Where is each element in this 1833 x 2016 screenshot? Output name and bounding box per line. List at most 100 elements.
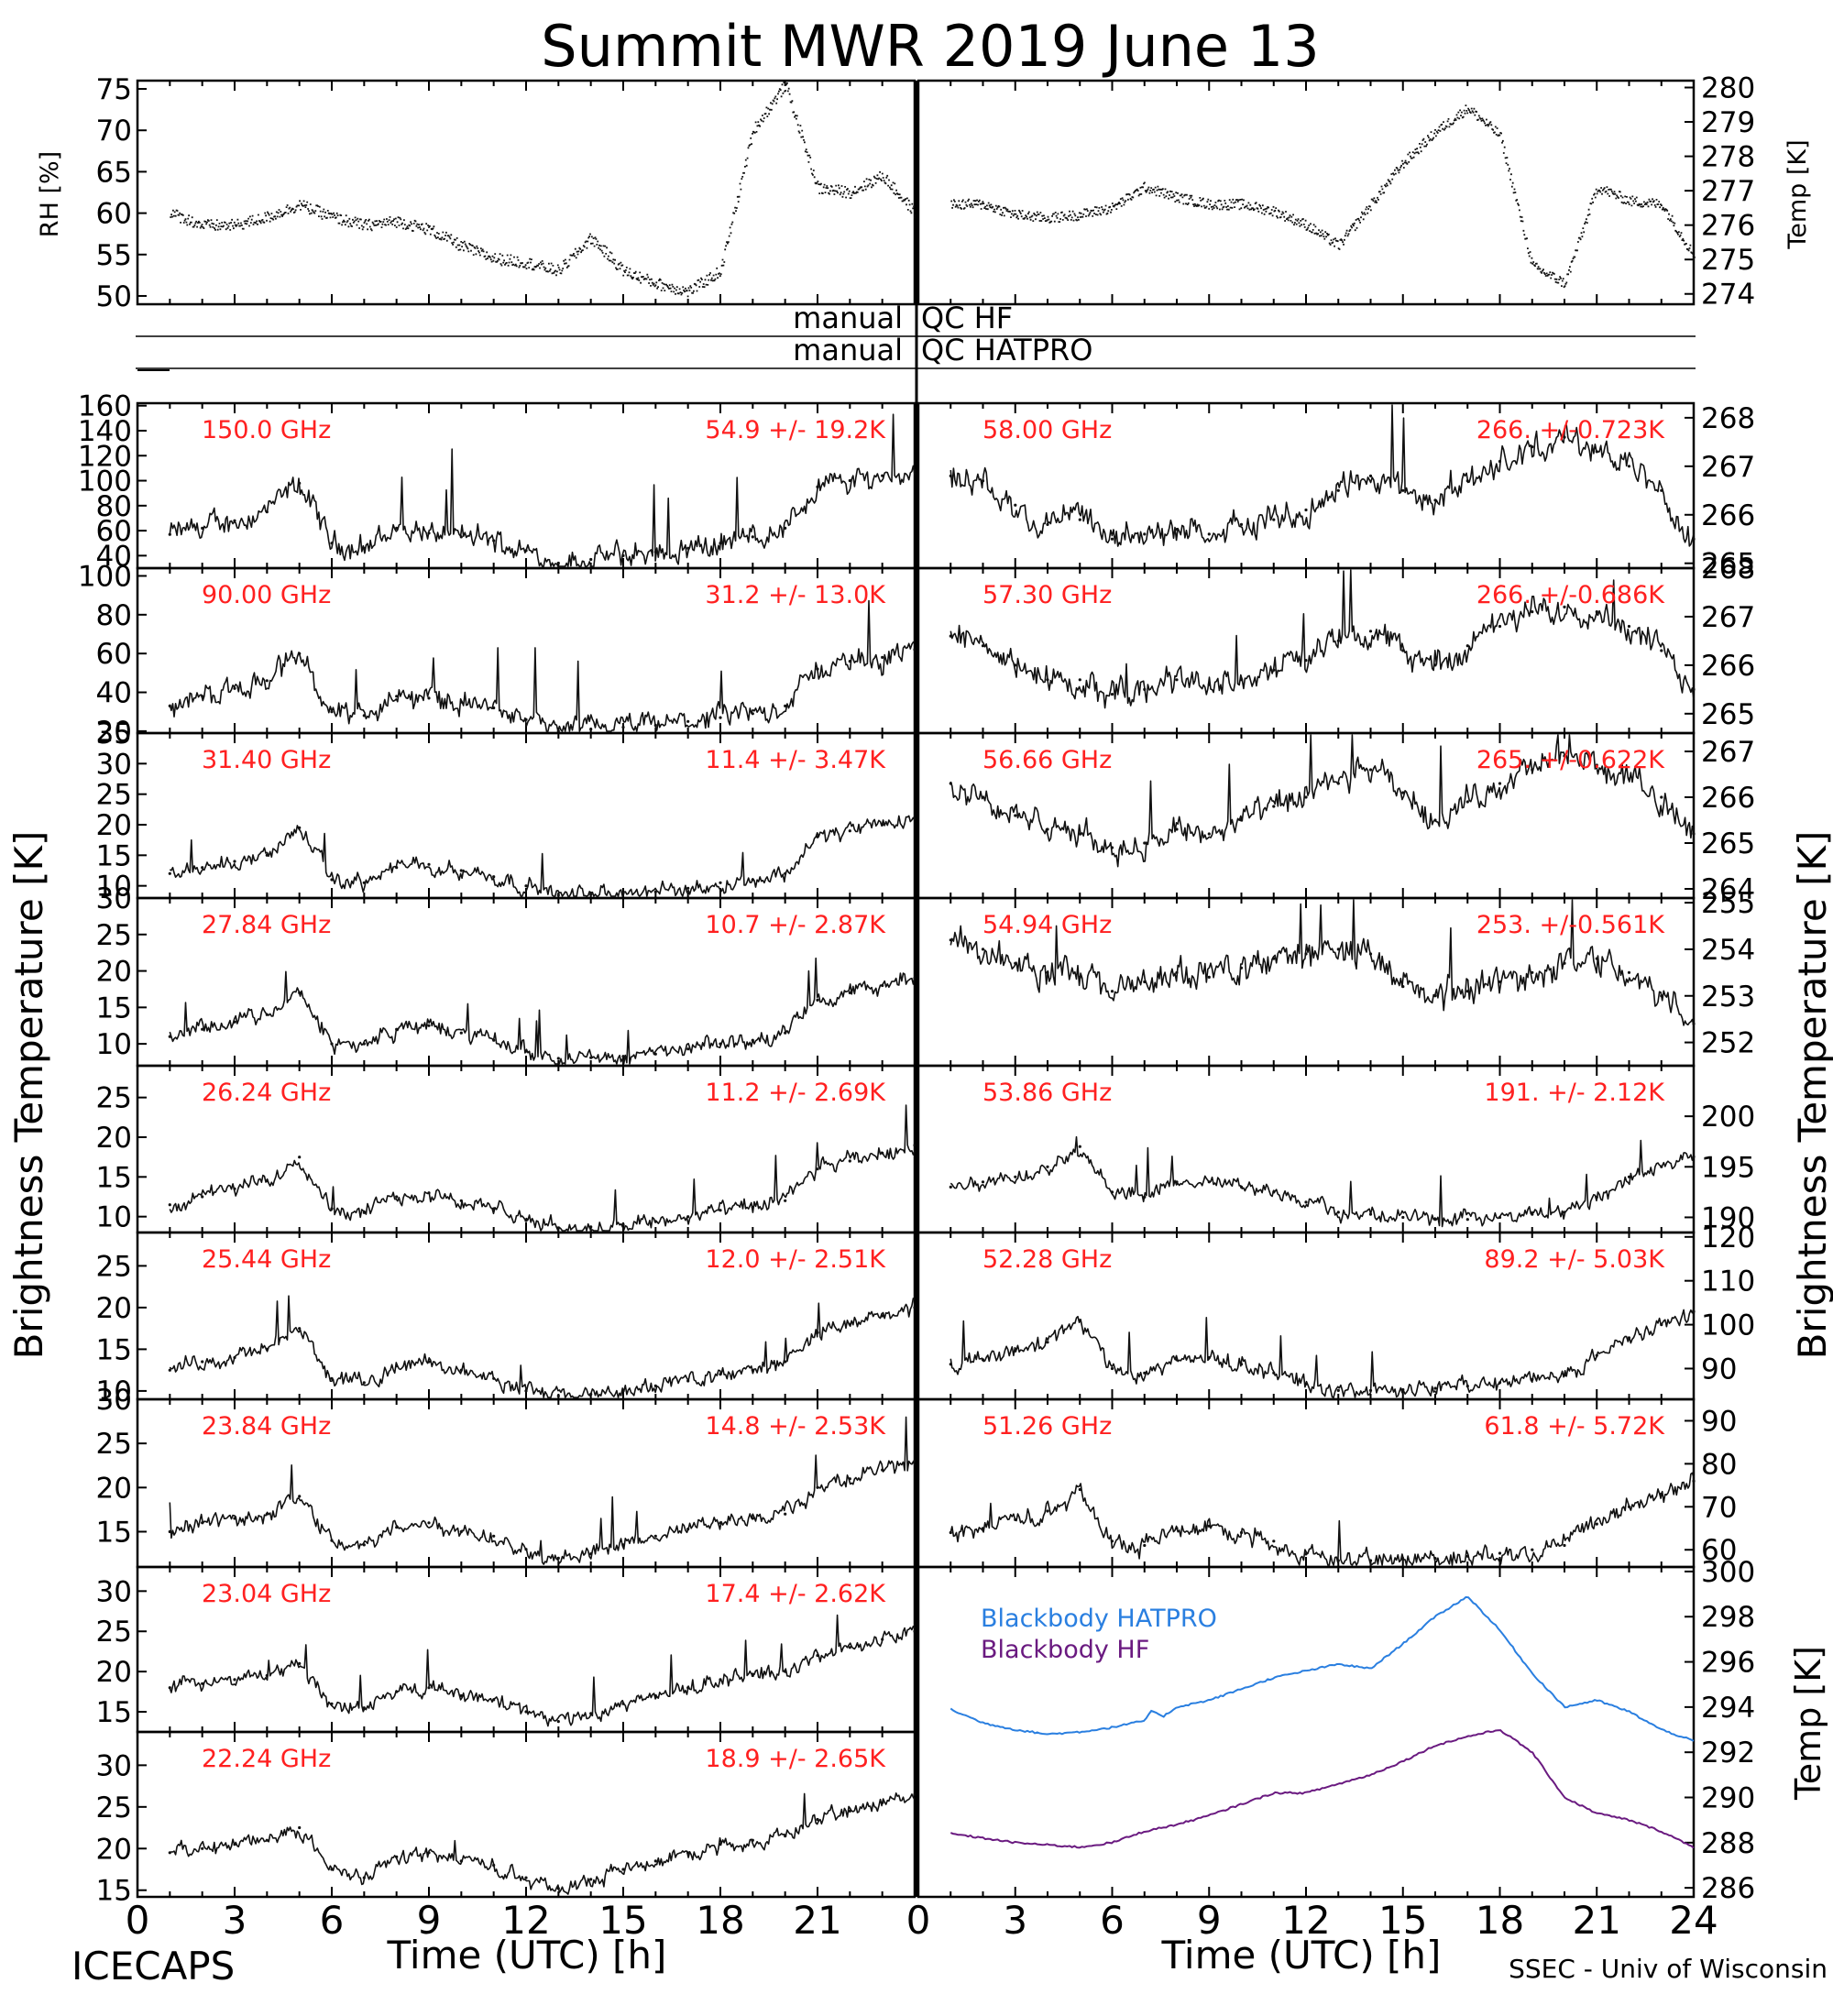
left-panel-7-point xyxy=(168,1686,171,1690)
right-panel-5-point xyxy=(1175,1358,1179,1362)
left-panel-5-point xyxy=(168,1368,171,1372)
18-ytick-label: 296 xyxy=(1701,1647,1755,1680)
right-panel-1-point xyxy=(1143,687,1147,692)
legend-hatpro: Blackbody HATPRO xyxy=(981,1605,1217,1633)
left-panel-1-stats-label: 31.2 +/- 13.0K xyxy=(705,581,886,609)
9-ytick-label: 15 xyxy=(96,1696,132,1729)
4-ytick-label: 15 xyxy=(96,839,132,872)
left-panel-6-point xyxy=(848,1477,851,1481)
blackbody-series-0 xyxy=(949,1595,1695,1742)
17-ytick-label: 90 xyxy=(1701,1405,1737,1438)
left-panel-6-point xyxy=(233,1517,236,1520)
right-panel-1-point xyxy=(1627,624,1631,629)
right-panel-0-point xyxy=(1368,474,1373,478)
footer-right-text: SSEC - Univ of Wisconsin xyxy=(1509,1954,1828,1984)
6-ytick-label: 15 xyxy=(96,1161,132,1194)
left-panel-4-point xyxy=(653,1220,657,1223)
left-panel-5-point xyxy=(784,1360,787,1364)
right-panel-3-point xyxy=(1175,970,1179,974)
right-panel-2-point xyxy=(981,795,985,799)
x-tick-label-right: 21 xyxy=(1573,1898,1621,1943)
left-panel-4-point xyxy=(395,1195,399,1199)
left-panel-5-point xyxy=(330,1376,334,1380)
right-panel-4-stats-label: 191. +/- 2.12K xyxy=(1484,1079,1665,1107)
right-panel-2-point xyxy=(1336,782,1340,785)
18-ytick-label: 300 xyxy=(1701,1556,1755,1589)
right-panel-4-point xyxy=(1465,1218,1469,1222)
right-panel-0-point xyxy=(1595,450,1598,454)
right-panel-3-point xyxy=(1433,994,1437,998)
right-panel-0-point xyxy=(1531,445,1534,449)
right-panel-2-point xyxy=(1465,800,1469,804)
left-panel-6-point xyxy=(298,1495,302,1498)
x-tick-label-right: 3 xyxy=(1003,1898,1027,1943)
4-ytick-label: 20 xyxy=(96,809,132,842)
right-panel-2-point xyxy=(1304,795,1308,799)
6-ytick-label: 10 xyxy=(96,1201,132,1234)
x-tick-label-right: 18 xyxy=(1476,1898,1524,1943)
right-panel-4-point xyxy=(1014,1175,1017,1178)
left-panel-6-trace xyxy=(169,1416,916,1565)
left-panel-8-point xyxy=(589,1878,593,1881)
right-panel-1-point xyxy=(1110,693,1114,696)
left-panel-4-point xyxy=(524,1219,528,1222)
right-panel-3-stats-label: 253. +/-0.561K xyxy=(1476,911,1665,939)
13-ytick-label: 267 xyxy=(1701,736,1755,769)
3-ytick-label: 100 xyxy=(78,560,132,593)
left-panel-0-point xyxy=(201,526,204,531)
right-panel-2-stats-label: 265. +/-0.622K xyxy=(1476,746,1665,774)
right-panel-0-point xyxy=(1336,488,1340,492)
14-ytick-label: 252 xyxy=(1701,1027,1755,1060)
left-panel-6-point xyxy=(265,1512,269,1516)
left-panel-1-point xyxy=(621,726,625,729)
left-panel-4-point xyxy=(881,1151,884,1155)
left-panel-0-point xyxy=(751,535,754,539)
right-panel-3-point xyxy=(981,948,985,951)
right-panel-0-channel-label: 58.00 GHz xyxy=(982,416,1112,444)
1-ytick-label: 278 xyxy=(1701,141,1755,174)
left-panel-5-point xyxy=(233,1355,236,1360)
right-panel-2-point xyxy=(1660,795,1663,799)
left-panel-2-point xyxy=(719,881,722,884)
1-ytick-label: 275 xyxy=(1701,244,1755,277)
qc-hatpro-left-label: manual xyxy=(793,333,903,367)
left-panel-7-point xyxy=(653,1693,657,1698)
right-panel-6-trace xyxy=(949,1472,1695,1566)
left-panel-6-point xyxy=(395,1526,399,1529)
right-panel-1-point xyxy=(1595,610,1598,614)
left-panel-8-point xyxy=(653,1859,657,1863)
right-panel-5-point xyxy=(1239,1363,1244,1366)
right-panel-4-point xyxy=(1498,1215,1502,1220)
right-panel-3-point xyxy=(1660,994,1663,998)
left-panel-8-point xyxy=(459,1859,463,1863)
left-panel-7-point xyxy=(201,1682,204,1685)
left-panel-2-point xyxy=(784,871,787,875)
left-panel-1-channel-label: 90.00 GHz xyxy=(202,581,331,609)
right-panel-6-point xyxy=(1531,1548,1534,1551)
left-panel-1-point xyxy=(459,700,463,704)
right-panel-1-point xyxy=(1465,644,1469,648)
left-panel-4-point xyxy=(848,1159,851,1163)
8-ytick-label: 15 xyxy=(96,1516,132,1549)
left-panel-6-point xyxy=(784,1512,787,1516)
left-panel-7-point xyxy=(492,1698,496,1702)
0-ytick-label: 75 xyxy=(96,73,132,106)
right-panel-4-point xyxy=(1627,1175,1631,1178)
temp-dots xyxy=(950,104,1696,289)
right-panel-1-point xyxy=(1336,639,1340,643)
12-ytick-label: 265 xyxy=(1701,698,1755,731)
left-panel-5-point xyxy=(686,1379,690,1383)
x-tick-label-right: 9 xyxy=(1197,1898,1222,1943)
left-panel-2-channel-label: 31.40 GHz xyxy=(202,746,331,774)
left-panel-8-point xyxy=(362,1876,366,1879)
left-panel-8-channel-label: 22.24 GHz xyxy=(202,1745,331,1773)
y-axis-label-right: Brightness Temperature [K] xyxy=(1790,831,1833,1360)
11-ytick-label: 268 xyxy=(1701,402,1755,435)
5-ytick-label: 10 xyxy=(96,1028,132,1061)
right-panel-2-point xyxy=(1531,768,1534,772)
left-panel-1-point xyxy=(427,696,431,700)
3-ytick-label: 80 xyxy=(96,599,132,632)
left-panel-8-point xyxy=(201,1846,204,1850)
left-panel-1-point xyxy=(524,718,528,721)
left-panel-0-point xyxy=(524,549,528,553)
